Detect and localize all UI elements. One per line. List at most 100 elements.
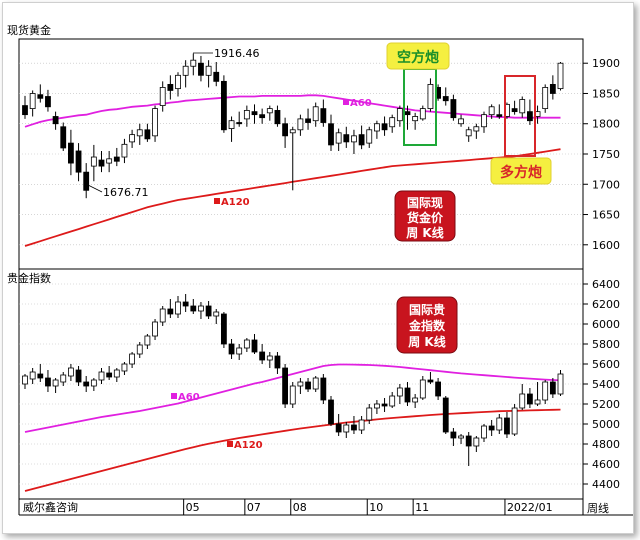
upper-panel-label: 国际现 货金价 周 K线 <box>394 190 456 242</box>
upper-price-axis: 1600 1650 1700 1750 1800 1850 1900 <box>583 57 620 252</box>
upper-candle <box>396 105 403 127</box>
upper-candle <box>45 89 51 112</box>
candle-body <box>182 301 189 307</box>
lower-candle <box>351 416 357 434</box>
candle-body <box>366 407 373 421</box>
upper-candle <box>175 72 181 97</box>
lower-candle <box>366 404 373 424</box>
upper-candle <box>106 150 113 173</box>
candle-body <box>289 385 296 405</box>
candle-body <box>29 371 36 380</box>
lower-candle <box>68 364 74 381</box>
lower-panel-label-line2: 金指数 <box>408 318 446 333</box>
upper-candle <box>113 147 120 167</box>
lower-price-tick-label: 5600 <box>592 358 620 371</box>
candle-body <box>259 114 266 119</box>
lower-candle <box>121 362 128 375</box>
candle-body <box>106 158 113 164</box>
candle-body <box>458 118 464 125</box>
lower-candle <box>458 434 464 444</box>
upper-candle <box>358 125 365 150</box>
lower-candle <box>259 344 266 364</box>
candle-body <box>182 65 189 76</box>
lower-candle <box>129 352 135 368</box>
lower-candle <box>496 414 503 434</box>
candle-body <box>152 108 158 137</box>
candle-body <box>358 419 365 431</box>
upper-candle <box>152 105 158 142</box>
lower-candle <box>427 372 434 384</box>
ma60-label: A60 <box>350 98 372 109</box>
upper-candle <box>136 123 143 145</box>
upper-price-tick-label: 1600 <box>592 239 620 252</box>
lower-price-tick-label: 4400 <box>592 478 620 491</box>
candle-body <box>37 373 44 379</box>
lower-candle <box>320 374 327 404</box>
candle-body <box>381 123 388 131</box>
lower-price-tick-label: 4600 <box>592 458 620 471</box>
candle-body <box>113 369 120 378</box>
candle-body <box>159 87 166 106</box>
upper-candle <box>144 123 151 142</box>
candle-body <box>205 65 212 76</box>
candle-body <box>266 355 273 361</box>
lower-panel-label: 国际贵 金指数 周 K线 <box>396 296 458 354</box>
candle-body <box>481 425 487 439</box>
upper-candle <box>373 120 380 139</box>
upper-panel-label-line1: 国际现 <box>407 196 443 210</box>
lower-candle <box>75 366 82 386</box>
candle-body <box>274 110 281 125</box>
candle-body <box>259 351 266 361</box>
upper-candles <box>22 53 564 199</box>
candle-body <box>45 377 51 387</box>
lower-candle <box>266 352 273 368</box>
long-cannon-label: 多方炮 <box>500 164 542 181</box>
upper-price-tick-label: 1800 <box>592 118 620 131</box>
candle-body <box>75 369 82 383</box>
upper-candle <box>527 99 533 125</box>
upper-candle <box>519 96 526 118</box>
upper-panel-label-line3: 周 K线 <box>406 225 443 240</box>
upper-candle <box>37 84 44 103</box>
candle-body <box>198 62 204 76</box>
upper-candle <box>220 75 227 133</box>
upper-candle <box>22 95 28 119</box>
candle-body <box>496 417 503 431</box>
candle-body <box>458 435 464 439</box>
candle-body <box>343 424 350 433</box>
lower-candle <box>404 382 411 406</box>
candle-body <box>45 96 51 108</box>
lower-candle <box>159 306 166 326</box>
candle-body <box>228 120 235 129</box>
candle-body <box>389 395 396 407</box>
candle-body <box>496 114 503 117</box>
lower-price-tick-label: 4800 <box>592 438 620 451</box>
lower-price-tick-label: 6000 <box>592 318 620 331</box>
upper-candle <box>90 144 97 182</box>
candle-body <box>519 99 526 114</box>
candle-body <box>312 106 319 122</box>
upper-price-tick-label: 1900 <box>592 57 620 70</box>
lower-candle <box>465 432 472 466</box>
candle-body <box>389 117 396 128</box>
lower-candle <box>236 344 243 360</box>
lower-candle <box>358 416 365 434</box>
lower-candle <box>343 422 350 438</box>
candle-body <box>60 374 67 383</box>
candle-body <box>557 373 564 395</box>
low-leader-line <box>85 183 103 193</box>
lower-price-tick-label: 5200 <box>592 398 620 411</box>
candle-body <box>335 423 342 433</box>
candle-body <box>144 129 151 140</box>
upper-candle <box>266 105 273 121</box>
candle-body <box>220 313 227 345</box>
lower-candle <box>328 396 334 426</box>
lower-candle <box>389 392 396 408</box>
lower-candle <box>182 294 189 312</box>
candle-body <box>121 363 128 372</box>
upper-price-tick-label: 1700 <box>592 178 620 191</box>
upper-candle <box>259 108 266 124</box>
lower-candle <box>190 299 197 314</box>
lower-candle <box>228 339 235 359</box>
candle-body <box>358 134 365 146</box>
